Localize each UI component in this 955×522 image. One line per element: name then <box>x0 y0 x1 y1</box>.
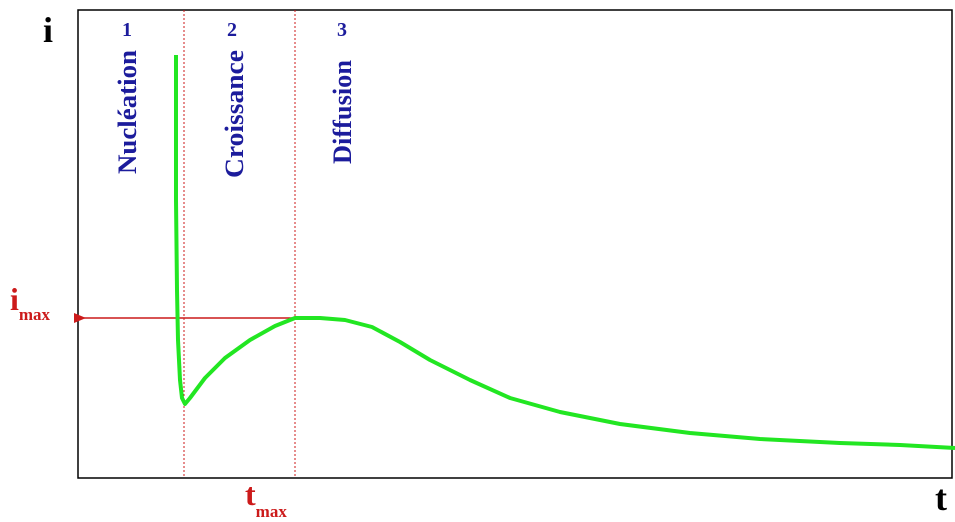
imax-label: imax <box>10 281 51 324</box>
region-number: 1 <box>122 19 132 41</box>
plot-frame <box>77 9 953 479</box>
region-name: Nucléation <box>113 49 142 174</box>
tmax-sub: max <box>256 502 288 521</box>
imax-sub: max <box>19 305 51 324</box>
region-number: 2 <box>227 19 237 41</box>
y-axis-label: i <box>43 10 53 50</box>
curve <box>174 55 955 450</box>
x-axis-label: t <box>935 478 947 518</box>
imax-main: i <box>10 281 19 317</box>
tmax-label: tmax <box>245 476 287 521</box>
region-name: Croissance <box>220 50 249 178</box>
region-number: 3 <box>337 19 347 41</box>
region-name: Diffusion <box>328 59 357 164</box>
tmax-main: t <box>245 476 256 512</box>
